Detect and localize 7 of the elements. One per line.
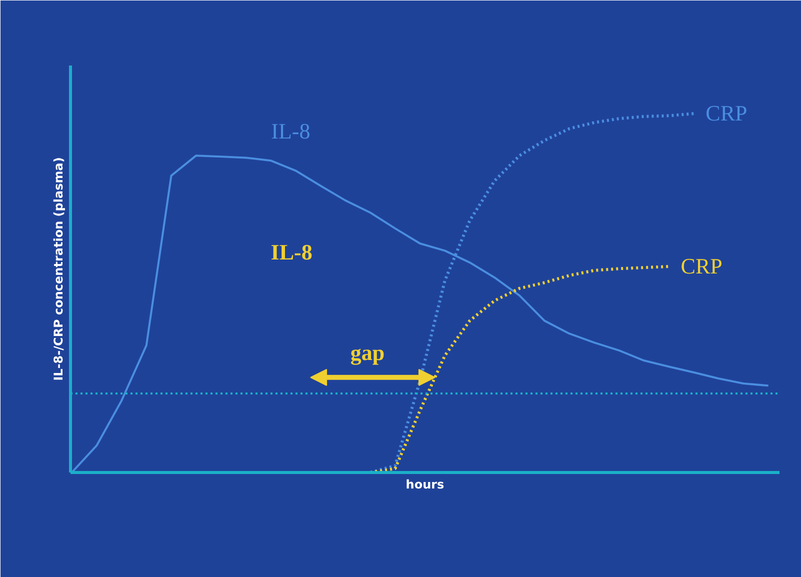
annotation: gap [350,340,385,365]
x-axis-title: hours [406,478,444,492]
annotation: IL-8 [270,239,312,264]
series-label: CRP [706,100,748,126]
y-axis-title: IL-8-/CRP concentration (plasma) [52,157,66,381]
series-label: CRP [680,253,722,278]
series-label: IL-8 [271,118,310,144]
